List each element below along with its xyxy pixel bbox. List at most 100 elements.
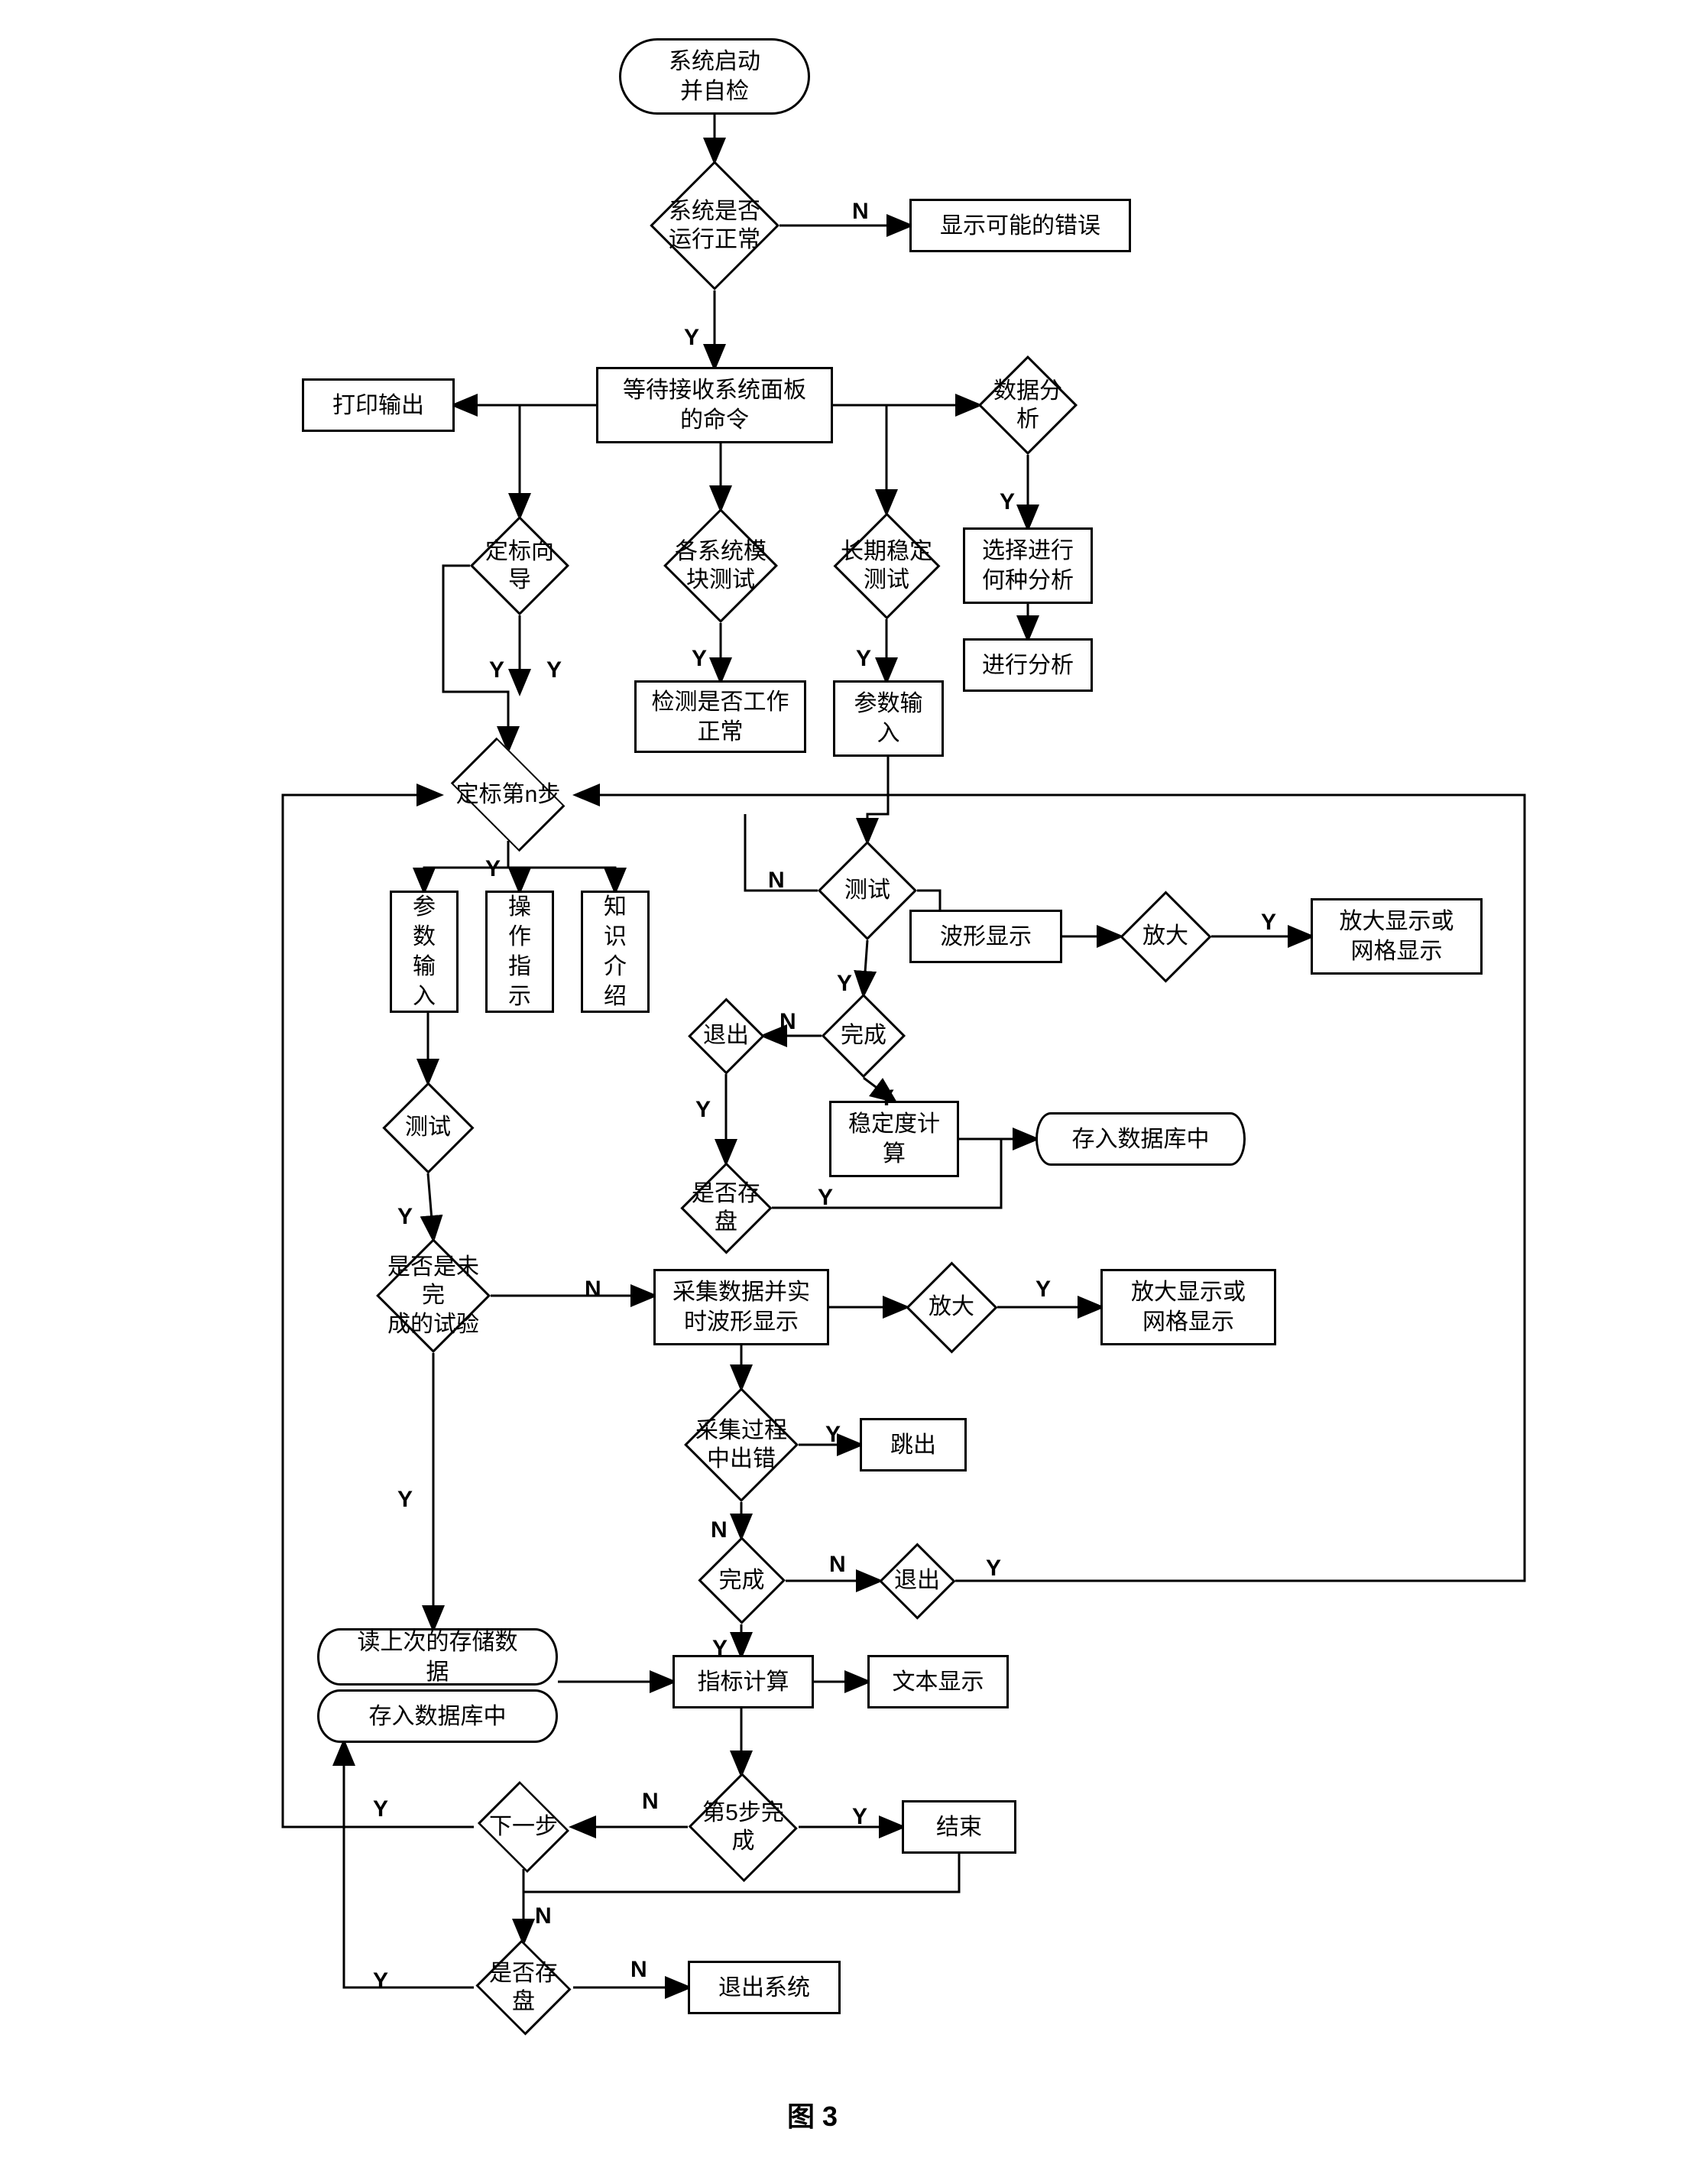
node-start: 系统启动并自检 <box>619 38 810 115</box>
figure-caption: 图 3 <box>787 2094 838 2134</box>
edge-label: Y <box>373 1968 388 1994</box>
node-zoom_disp1: 放大显示或网格显示 <box>1311 898 1483 975</box>
node-label: 测试 <box>382 1082 474 1173</box>
edge-label: Y <box>373 1796 388 1822</box>
node-show_error: 显示可能的错误 <box>909 199 1131 252</box>
node-zoom_disp2: 放大显示或网格显示 <box>1100 1269 1276 1345</box>
node-label: 系统是否运行正常 <box>650 161 779 290</box>
node-complete1: 完成 <box>834 1006 893 1066</box>
node-label: 完成 <box>698 1536 786 1624</box>
node-test1: 测试 <box>396 1095 461 1160</box>
node-cal_wizard: 定标向导 <box>485 531 555 601</box>
node-label: 是否存盘 <box>680 1162 772 1254</box>
node-exit_sys: 退出系统 <box>688 1961 841 2014</box>
node-label: 退出 <box>879 1543 955 1619</box>
node-acquire: 采集数据并实时波形显示 <box>653 1269 829 1345</box>
node-label: 长期稳定测试 <box>833 512 940 619</box>
edge-label: Y <box>879 1085 894 1111</box>
edge-label: Y <box>692 646 707 672</box>
edge <box>508 841 615 891</box>
node-label: 定标向导 <box>470 516 569 615</box>
node-knowledge: 知识介绍 <box>581 891 650 1013</box>
node-label: 第5步完成 <box>688 1773 799 1880</box>
node-check_normal: 系统是否运行正常 <box>669 180 760 271</box>
node-jump: 跳出 <box>860 1418 967 1471</box>
node-label: 测试 <box>818 841 917 940</box>
node-stability: 稳定度计算 <box>829 1101 959 1177</box>
edge-label: Y <box>837 971 852 997</box>
node-op_hint: 操作指示 <box>485 891 554 1013</box>
node-label: 定标第n步 <box>439 749 577 841</box>
edge <box>864 940 867 994</box>
node-param_in: 参数输入 <box>390 891 459 1013</box>
node-label: 放大 <box>906 1261 997 1353</box>
node-exit2: 退出 <box>890 1554 945 1608</box>
node-label: 下一步 <box>474 1785 573 1869</box>
edge-label: Y <box>1000 489 1015 515</box>
node-unfinished: 是否是未完成的试验 <box>393 1255 474 1336</box>
node-cal_step_n: 定标第n步 <box>459 746 556 843</box>
edge-label: Y <box>397 1204 413 1230</box>
node-label: 各系统模块测试 <box>663 508 778 623</box>
node-check_work: 检测是否工作正常 <box>634 680 806 753</box>
edge-label: Y <box>1035 1277 1051 1303</box>
node-param_in_top: 参数输入 <box>833 680 944 757</box>
node-save_q1: 是否存盘 <box>694 1176 759 1241</box>
edge-label: N <box>585 1277 601 1303</box>
node-wave_disp: 波形显示 <box>909 910 1062 963</box>
node-read_last: 读上次的存储数据 <box>317 1628 558 1686</box>
flowchart-canvas: 图 3 系统启动并自检系统是否运行正常 显示可能的错误等待接收系统面板的命令 打印输… <box>15 15 1708 2146</box>
node-do_analysis: 进行分析 <box>963 638 1093 692</box>
edge-label: N <box>642 1789 659 1815</box>
node-zoom1: 放大 <box>1133 904 1198 969</box>
node-save_q2: 是否存盘 <box>488 1952 559 2023</box>
node-save_db1: 存入数据库中 <box>1035 1112 1246 1166</box>
node-acq_err: 采集过程中出错 <box>701 1404 782 1485</box>
node-exit1: 退出 <box>699 1009 754 1063</box>
node-complete2: 完成 <box>711 1549 773 1611</box>
edge <box>344 1743 474 1987</box>
node-print_out: 打印输出 <box>302 378 455 432</box>
edge-label: Y <box>485 856 501 882</box>
node-longterm: 长期稳定测试 <box>849 528 925 604</box>
edge-label: Y <box>397 1487 413 1513</box>
edge-label: Y <box>546 657 562 683</box>
edge-label: N <box>535 1903 552 1929</box>
edge-label: Y <box>818 1185 833 1211</box>
edge-label: Y <box>852 1804 867 1830</box>
edge-label: Y <box>695 1097 711 1123</box>
edge-label: Y <box>1261 910 1276 936</box>
node-wait_cmd: 等待接收系统面板的命令 <box>596 367 833 443</box>
edge-label: N <box>829 1552 846 1578</box>
node-select_analysis: 选择进行何种分析 <box>963 527 1093 604</box>
node-next_step: 下一步 <box>488 1792 559 1862</box>
node-step5: 第5步完成 <box>704 1788 783 1867</box>
edge-label: Y <box>684 325 699 351</box>
node-label: 是否存盘 <box>474 1942 573 2033</box>
node-mod_test: 各系统模块测试 <box>680 525 761 606</box>
edge <box>867 757 888 841</box>
edge-label: N <box>630 1957 647 1983</box>
edge <box>833 405 886 512</box>
node-label: 退出 <box>688 998 764 1074</box>
edge-label: N <box>768 868 785 894</box>
node-zoom2: 放大 <box>919 1275 984 1340</box>
node-save_db2: 存入数据库中 <box>317 1689 558 1743</box>
edge-label: N <box>852 199 869 225</box>
node-label: 放大 <box>1120 891 1211 982</box>
edge-label: Y <box>986 1556 1001 1582</box>
node-label: 采集过程中出错 <box>684 1387 799 1502</box>
node-test2: 测试 <box>832 855 903 926</box>
edge <box>428 1173 433 1238</box>
node-label: 是否是未完成的试验 <box>376 1238 491 1353</box>
node-label: 数据分析 <box>978 355 1078 455</box>
node-label: 完成 <box>822 994 906 1078</box>
node-index_calc: 指标计算 <box>673 1655 814 1708</box>
edge-label: Y <box>856 646 871 672</box>
node-data_analysis: 数据分析 <box>993 370 1063 440</box>
edge-label: N <box>779 1009 796 1035</box>
node-text_disp: 文本显示 <box>867 1655 1009 1708</box>
edge-label: Y <box>489 657 504 683</box>
edge-label: N <box>711 1517 728 1543</box>
edge-label: Y <box>825 1422 841 1448</box>
